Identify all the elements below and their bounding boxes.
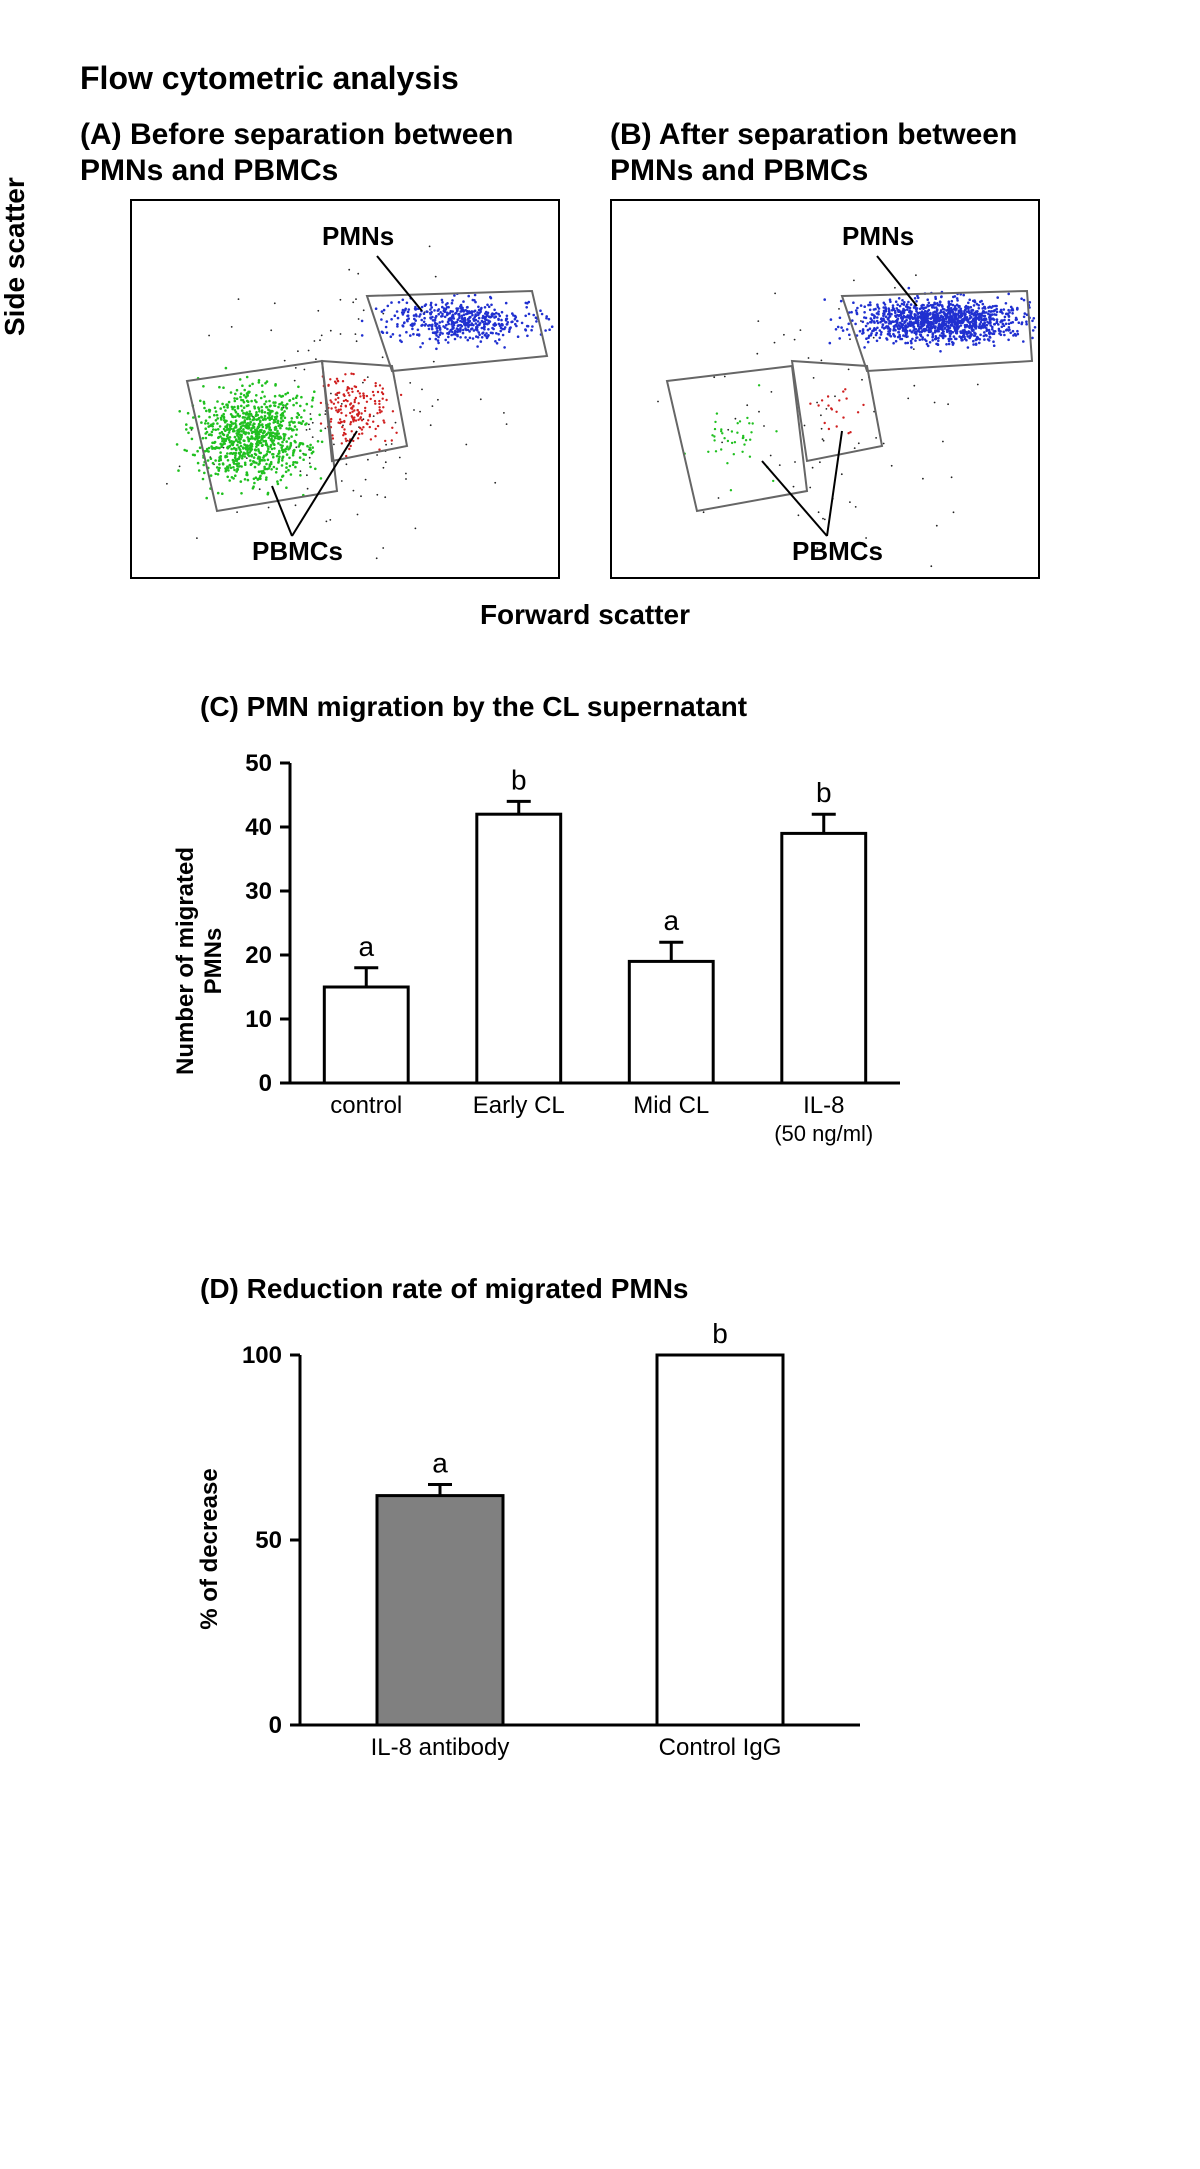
- svg-text:Early CL: Early CL: [473, 1092, 565, 1119]
- panel-d: (D) Reduction rate of migrated PMNs % of…: [200, 1273, 1120, 1785]
- bar-chart-c: Number of migrated PMNs 01020304050acont…: [200, 733, 920, 1163]
- svg-text:Control IgG: Control IgG: [659, 1734, 782, 1761]
- svg-text:a: a: [432, 1448, 448, 1479]
- forward-scatter-label: Forward scatter: [130, 599, 1040, 631]
- svg-text:30: 30: [245, 878, 272, 905]
- bar-chart-d-svg: 0 50 100 a IL-8 antibody b Control IgG: [200, 1315, 920, 1785]
- svg-text:Mid CL: Mid CL: [633, 1092, 709, 1119]
- subtitle-row: (A) Before separation between PMNs and P…: [80, 117, 1120, 189]
- panel-c-ylabel: Number of migrated PMNs: [172, 831, 228, 1091]
- bar-chart-d: % of decrease 050100aIL-8 antibodybContr…: [200, 1315, 920, 1785]
- svg-text:b: b: [511, 764, 527, 795]
- main-title: Flow cytometric analysis: [80, 60, 1120, 97]
- svg-text:50: 50: [245, 750, 272, 777]
- panel-a-title: (A) Before separation between PMNs and P…: [80, 117, 560, 189]
- figure-page: Flow cytometric analysis (A) Before sepa…: [0, 0, 1200, 2169]
- bar-chart-c-svg: 0 10 20 30 40 50 a control b Early CL a Mid CL b IL-8…: [200, 733, 920, 1163]
- svg-text:100: 100: [242, 1342, 282, 1369]
- pbmc-label-b: PBMCs: [792, 536, 883, 567]
- svg-text:a: a: [663, 905, 679, 936]
- svg-text:0: 0: [259, 1070, 272, 1097]
- svg-text:a: a: [358, 931, 374, 962]
- scatter-row: PMNs PBMCs PMNs PBMCs: [130, 199, 1120, 579]
- svg-text:b: b: [712, 1318, 728, 1349]
- panel-b-title: (B) After separation between PMNs and PB…: [610, 117, 1090, 189]
- scatter-plot-b: PMNs PBMCs: [610, 199, 1040, 579]
- panel-c-title: (C) PMN migration by the CL supernatant: [200, 691, 1120, 723]
- pmn-label-b: PMNs: [842, 221, 914, 252]
- scatter-plot-a: PMNs PBMCs: [130, 199, 560, 579]
- svg-text:b: b: [816, 777, 832, 808]
- scatter-a-svg: [132, 201, 562, 581]
- side-scatter-label: Side scatter: [0, 177, 31, 336]
- pmn-label-a: PMNs: [322, 221, 394, 252]
- svg-text:20: 20: [245, 942, 272, 969]
- svg-text:0: 0: [269, 1712, 282, 1739]
- svg-text:10: 10: [245, 1006, 272, 1033]
- svg-text:(50 ng/ml): (50 ng/ml): [774, 1121, 873, 1146]
- svg-text:IL-8: IL-8: [803, 1092, 844, 1119]
- svg-text:50: 50: [255, 1527, 282, 1554]
- svg-text:control: control: [330, 1092, 402, 1119]
- panel-c: (C) PMN migration by the CL supernatant …: [200, 691, 1120, 1163]
- pbmc-label-a: PBMCs: [252, 536, 343, 567]
- svg-text:40: 40: [245, 814, 272, 841]
- svg-text:IL-8 antibody: IL-8 antibody: [371, 1734, 510, 1761]
- scatter-b-svg: [612, 201, 1042, 581]
- panel-d-title: (D) Reduction rate of migrated PMNs: [200, 1273, 1120, 1305]
- panel-d-ylabel: % of decrease: [196, 1439, 224, 1659]
